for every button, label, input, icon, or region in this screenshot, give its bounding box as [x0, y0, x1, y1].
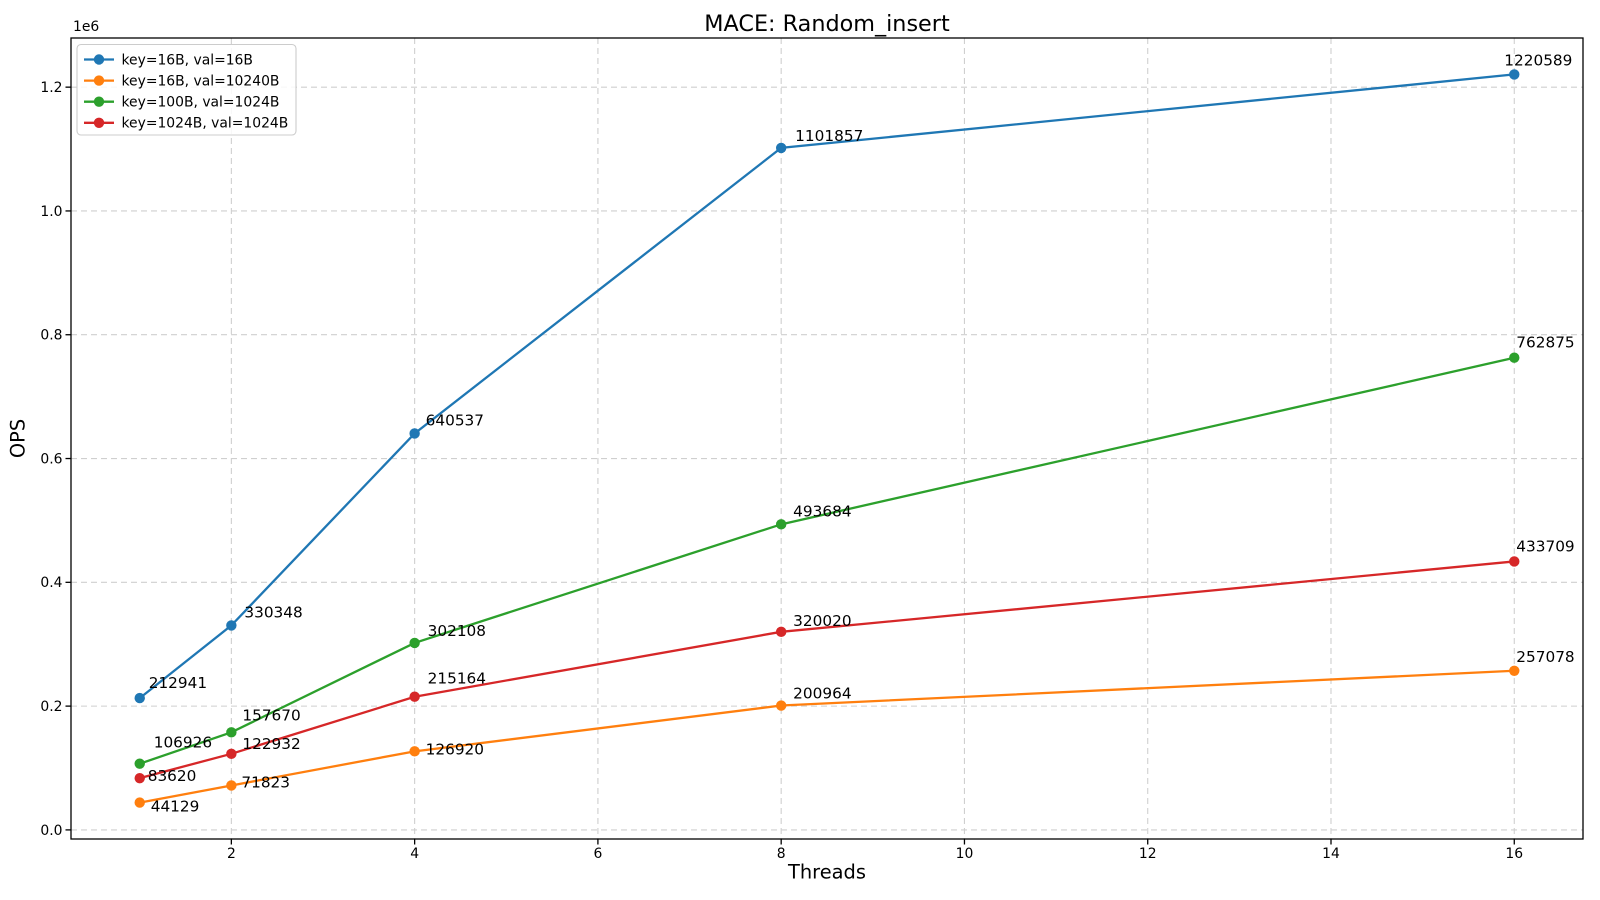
x-tick-label: 12: [1139, 846, 1157, 862]
x-tick-label: 2: [227, 846, 236, 862]
data-point: [226, 748, 237, 760]
data-point: [775, 142, 787, 154]
data-point-label: 302108: [428, 622, 486, 640]
data-point: [409, 428, 420, 439]
x-axis-label: Threads: [787, 861, 866, 884]
data-point-label: 762875: [1516, 334, 1574, 352]
data-point-label: 157670: [242, 706, 300, 724]
legend-item: key=1024B, val=1024B: [84, 116, 288, 132]
data-point-label: 1220589: [1504, 51, 1572, 69]
series-line-0: [139, 73, 1515, 700]
data-point: [134, 772, 145, 784]
data-point: [409, 746, 420, 757]
y-tick-label: 0.2: [40, 699, 62, 715]
plot-area: 2 4 6 8 10 12 14 16 0.0 0.2 0.4 0.6 0.8 1.0 1.2 212941 3…: [40, 37, 1584, 862]
legend-label: key=16B, val=10240B: [122, 74, 280, 90]
data-point: [409, 691, 420, 702]
legend-item: key=100B, val=1024B: [84, 95, 279, 111]
x-tick-label: 4: [410, 846, 419, 862]
x-tick-label: 6: [593, 846, 602, 862]
y-axis-label: OPS: [7, 419, 30, 458]
data-point-label: 44129: [151, 798, 200, 816]
x-tick-label: 16: [1505, 846, 1523, 862]
legend-marker: [93, 96, 105, 107]
data-point: [1509, 556, 1520, 567]
data-point-label: 330348: [244, 603, 302, 621]
y-tick-label: 1.0: [40, 204, 62, 220]
data-point: [409, 637, 420, 649]
data-point: [1509, 352, 1520, 363]
data-point-label: 493684: [793, 502, 851, 520]
y-tick-label: 0.8: [40, 328, 62, 344]
data-point: [775, 626, 787, 638]
legend-marker: [93, 75, 105, 86]
y-offset-label: 1e6: [73, 19, 99, 35]
y-tick-label: 0.4: [40, 575, 62, 591]
y-tick-label: 1.2: [40, 80, 62, 96]
legend-item: key=16B, val=10240B: [84, 74, 279, 90]
data-point: [775, 700, 787, 711]
data-point-label: 106926: [154, 734, 212, 752]
x-tick-label: 10: [956, 846, 974, 862]
data-point-label: 71823: [241, 773, 290, 791]
series-line-3: [139, 560, 1515, 780]
plot-border: [70, 37, 1584, 840]
data-point: [134, 758, 145, 769]
legend-marker: [93, 117, 105, 128]
chart-title: MACE: Random_insert: [704, 11, 950, 37]
data-point-label: 433709: [1516, 537, 1574, 555]
x-tick-label: 8: [777, 846, 786, 862]
legend-label: key=100B, val=1024B: [122, 95, 280, 111]
data-point: [1509, 69, 1520, 80]
data-point: [226, 620, 237, 631]
data-point-label: 640537: [426, 411, 484, 429]
legend-item: key=16B, val=16B: [84, 52, 253, 68]
legend: key=16B, val=16B key=16B, val=10240B key=1…: [76, 43, 297, 136]
data-point: [1509, 665, 1520, 676]
legend-label: key=1024B, val=1024B: [122, 116, 289, 132]
data-point: [134, 692, 145, 704]
data-point-label: 83620: [148, 767, 197, 785]
data-point: [775, 519, 787, 530]
data-point-label: 320020: [793, 612, 851, 630]
data-point-label: 215164: [428, 670, 486, 688]
data-point-label: 257078: [1516, 648, 1574, 666]
data-point: [226, 727, 237, 738]
legend-label: key=16B, val=16B: [122, 52, 253, 68]
y-tick-label: 0.0: [40, 823, 62, 839]
legend-marker: [93, 54, 105, 65]
data-point-label: 1101857: [795, 127, 863, 145]
legend-box: [76, 43, 297, 136]
data-point-label: 200964: [793, 685, 851, 703]
data-point: [226, 780, 237, 791]
y-tick-label: 0.6: [40, 451, 62, 467]
data-point-label: 122932: [242, 735, 300, 753]
data-point-label: 126920: [426, 740, 484, 758]
data-point-label: 212941: [149, 674, 207, 692]
x-tick-label: 14: [1322, 846, 1340, 862]
data-point: [134, 797, 145, 808]
